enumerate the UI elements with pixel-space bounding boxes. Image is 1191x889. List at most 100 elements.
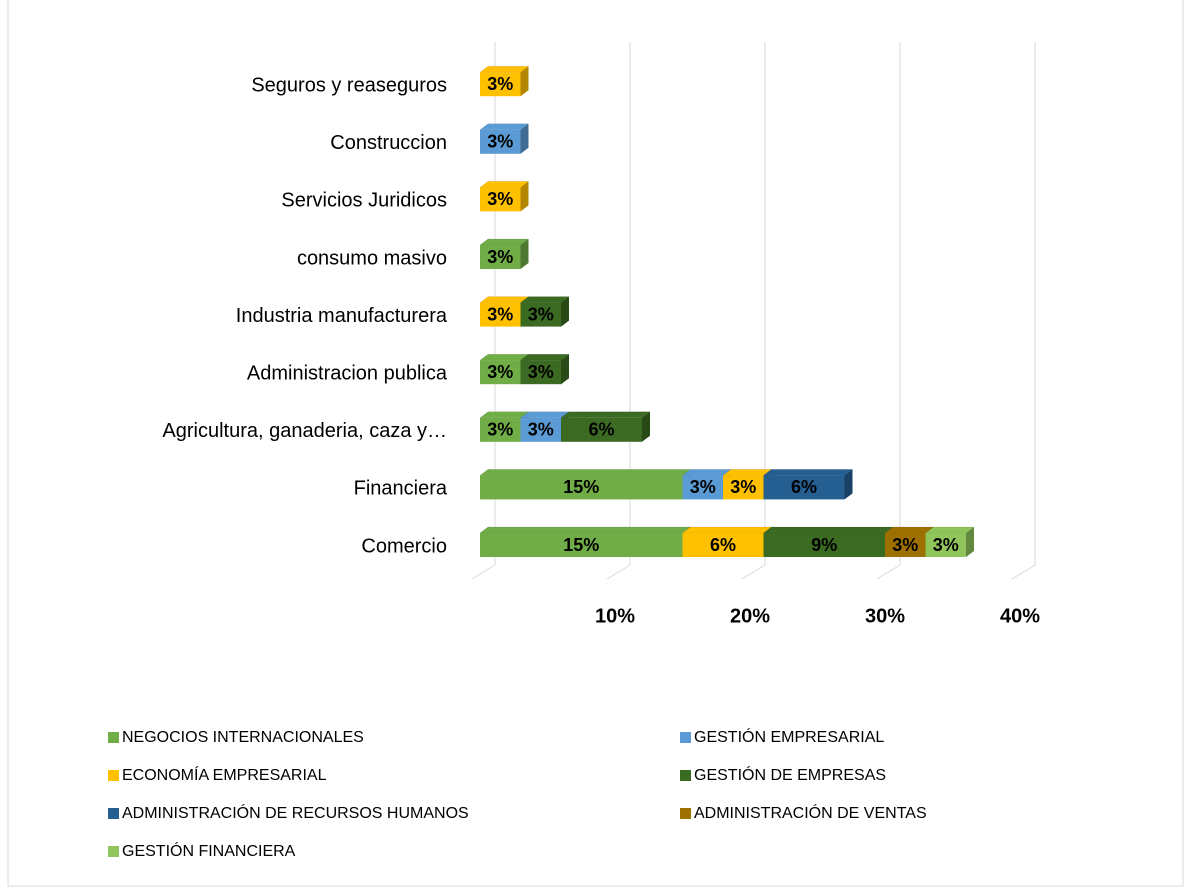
legend-label: GESTIÓN DE EMPRESAS	[694, 765, 886, 784]
bar	[480, 187, 521, 212]
legend-swatch	[680, 770, 691, 781]
legend-swatch	[108, 846, 119, 857]
bar-top	[924, 526, 975, 534]
axis-line	[471, 564, 496, 580]
grid-line-floor	[876, 564, 901, 580]
y-tick-label: consumo masivo	[297, 247, 447, 269]
bar-side-shade	[844, 469, 853, 500]
bar	[520, 360, 561, 385]
bar-top	[479, 181, 530, 188]
legend-label: ADMINISTRACIÓN DE VENTAS	[694, 803, 927, 822]
bar-side	[520, 181, 529, 212]
data-label: 9%	[811, 535, 837, 555]
legend-label: ADMINISTRACIÓN DE RECURSOS HUMANOS	[122, 803, 469, 822]
y-tick-label: Industria manufacturera	[236, 305, 448, 327]
bar	[925, 533, 966, 557]
bar-side	[561, 354, 569, 385]
bar-side-shade	[561, 354, 569, 385]
bar	[561, 417, 642, 442]
bar	[520, 417, 561, 442]
data-label: 3%	[730, 477, 756, 497]
x-tick-label: 20%	[730, 605, 770, 627]
data-label: 3%	[933, 535, 959, 555]
bar-side	[520, 239, 529, 269]
data-label: 3%	[487, 304, 513, 324]
bar-top	[681, 526, 773, 534]
bar	[480, 475, 683, 500]
grid-line-floor	[1011, 564, 1036, 580]
bar-top	[519, 296, 570, 303]
bar-side	[520, 123, 529, 154]
x-tick-label: 40%	[1000, 605, 1040, 627]
bar-side-shade	[966, 527, 974, 557]
legend-label: ECONOMÍA EMPRESARIAL	[122, 765, 327, 784]
bar-side	[844, 469, 853, 500]
bar-top	[479, 123, 530, 131]
bar-top	[479, 353, 530, 361]
bar	[682, 475, 723, 500]
y-tick-label: Agricultura, ganaderia, caza y…	[162, 420, 447, 442]
bar	[480, 533, 683, 557]
bar-side	[642, 411, 650, 442]
legend-label: GESTIÓN FINANCIERA	[122, 841, 296, 860]
bar-side	[561, 296, 569, 327]
bar-top	[681, 469, 732, 476]
bar-side-shade	[520, 239, 529, 269]
grid-line-floor	[606, 564, 631, 580]
bar	[480, 72, 521, 97]
bar-top	[762, 469, 854, 476]
bar-top	[479, 296, 530, 303]
legend-swatch	[108, 808, 119, 819]
bar	[723, 475, 764, 500]
data-label: 6%	[588, 420, 614, 440]
legend-label: NEGOCIOS INTERNACIONALES	[122, 729, 364, 746]
grid-line-floor	[741, 564, 766, 580]
bar	[480, 129, 521, 154]
bar-top	[519, 353, 570, 361]
data-label: 6%	[791, 477, 817, 497]
legend-swatch	[680, 732, 691, 743]
y-tick-label: Construccion	[330, 132, 447, 154]
data-label: 15%	[563, 477, 599, 497]
bar-side-shade	[561, 296, 569, 327]
data-label: 3%	[892, 535, 918, 555]
data-label: 3%	[528, 362, 554, 382]
data-label: 3%	[487, 247, 513, 267]
bar-top	[479, 469, 692, 476]
y-tick-label: Financiera	[354, 478, 448, 500]
data-label: 6%	[710, 535, 736, 555]
x-tick-label: 30%	[865, 605, 905, 627]
bar	[763, 475, 845, 500]
bar-top	[884, 526, 935, 534]
bar	[885, 533, 926, 557]
y-tick-label: Administracion publica	[247, 362, 448, 384]
y-tick-label: Comercio	[361, 535, 447, 557]
bar-side-shade	[520, 181, 529, 212]
bar	[480, 417, 521, 442]
bar-side	[520, 66, 529, 97]
data-label: 3%	[528, 304, 554, 324]
bar	[682, 533, 764, 557]
bar	[763, 533, 885, 557]
bar-side-shade	[520, 66, 529, 97]
bar-side-shade	[520, 123, 529, 154]
data-label: 3%	[487, 189, 513, 209]
data-label: 3%	[690, 477, 716, 497]
bar-top	[762, 526, 894, 534]
data-label: 15%	[563, 535, 599, 555]
data-label: 3%	[487, 74, 513, 94]
bar	[480, 245, 521, 269]
bar-top	[519, 411, 570, 419]
bar-top	[479, 526, 692, 534]
bar-top	[479, 238, 530, 246]
bar	[480, 302, 521, 327]
x-tick-label: 10%	[595, 605, 635, 627]
legend-swatch	[680, 808, 691, 819]
bar-top	[479, 65, 530, 73]
bar-top	[479, 411, 530, 419]
legend-swatch	[108, 770, 119, 781]
bar	[520, 302, 561, 327]
bar-side	[966, 527, 974, 557]
y-tick-label: Servicios Juridicos	[281, 190, 447, 212]
